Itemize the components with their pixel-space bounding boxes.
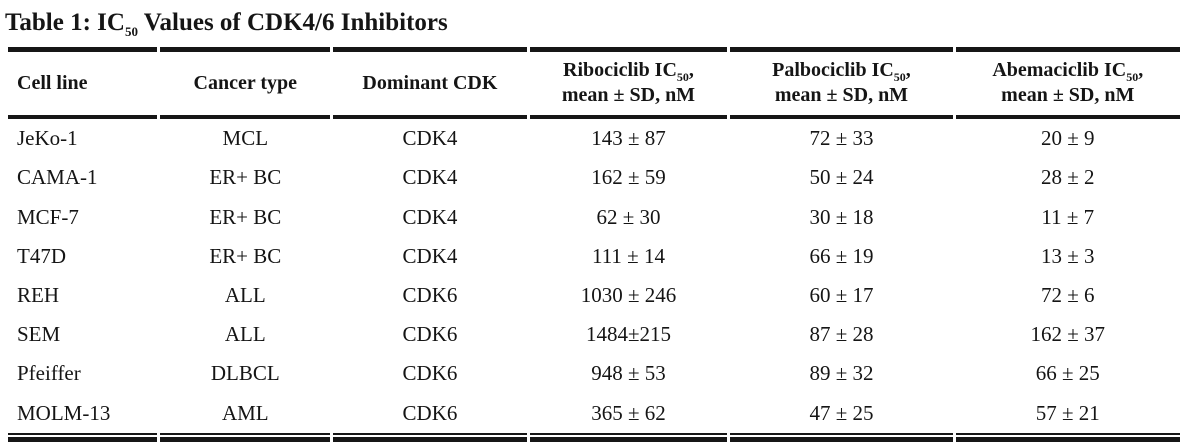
dominant-cdk-value: CDK6 [402,322,458,347]
abemaciclib-ic50-value: 28 ± 2 [1041,165,1095,190]
header-row: Cell line Cancer type Dominant CDK Riboc… [8,47,1180,120]
header-line1: Abemaciclib IC50, [958,58,1178,83]
palbociclib-ic50-value: 60 ± 17 [809,283,874,307]
column-header-ribociclib-ic50: Ribociclib IC50, mean ± SD, nM [529,47,728,120]
abemaciclib-ic50-value: 72 ± 6 [1041,283,1095,307]
table-title-prefix: Table 1: IC [5,9,125,36]
table-row-pfeiffer: Pfeiffer DLBCL CDK6 948 ± 53 89 ± 32 66 … [8,354,1180,393]
cell-line-value: MCF-7 [17,204,79,229]
cancer-type-value: ER+ BC [209,243,282,268]
cell-line-value: JeKo-1 [17,126,78,151]
column-header-dominant-cdk: Dominant CDK [333,47,527,120]
bottom-rule-segment [955,432,1180,442]
column-header-cancer-type: Cancer type [160,47,331,120]
column-header-palbociclib-ic50: Palbociclib IC50, mean ± SD, nM [730,47,953,120]
ic50-values-table: Cell line Cancer type Dominant CDK Riboc… [5,47,1183,442]
abemaciclib-ic50-value: 162 ± 37 [1030,322,1106,347]
drug-name: Palbociclib IC [772,59,894,82]
table-row-cama-1: CAMA-1 ER+ BC CDK4 162 ± 59 50 ± 24 28 ±… [8,158,1180,197]
ribociclib-ic50-value: 1030 ± 246 [580,283,677,307]
palbociclib-ic50-value: 87 ± 28 [809,322,874,347]
dominant-cdk-value: CDK4 [402,165,458,190]
table-header: Cell line Cancer type Dominant CDK Riboc… [8,47,1180,120]
cancer-type-value: DLBCL [210,361,280,386]
palbociclib-ic50-value: 66 ± 19 [809,243,874,268]
palbociclib-ic50-value: 89 ± 32 [809,361,874,386]
ribociclib-ic50-value: 948 ± 53 [591,361,666,386]
ribociclib-ic50-value: 365 ± 62 [591,400,666,425]
cancer-type-value: ER+ BC [209,204,282,229]
table-row-sem: SEM ALL CDK6 1484±215 87 ± 28 162 ± 37 [8,315,1180,354]
abemaciclib-ic50-value: 20 ± 9 [1041,126,1095,151]
ribociclib-ic50-value: 1484±215 [585,322,671,347]
bottom-rule-segment [333,432,527,442]
header-line2: mean ± SD, nM [1001,84,1135,107]
drug-name: Ribociclib IC [563,59,677,82]
table-row-molm-13: MOLM-13 AML CDK6 365 ± 62 47 ± 25 57 ± 2… [8,394,1180,433]
dominant-cdk-value: CDK4 [402,126,458,151]
cell-line-value: CAMA-1 [17,165,98,190]
ic50-subscript: 50 [676,70,689,85]
cancer-type-value: ALL [224,283,266,307]
title-ic50-subscript: 50 [124,24,138,39]
table-row-mcf-7: MCF-7 ER+ BC CDK4 62 ± 30 30 ± 18 11 ± 7 [8,198,1180,237]
cancer-type-value: MCL [222,126,269,151]
bottom-rule-segment [730,432,953,442]
table-row-jeko-1: JeKo-1 MCL CDK4 143 ± 87 72 ± 33 20 ± 9 [8,119,1180,158]
bottom-rule-segment [8,432,158,442]
cell-line-value: REH [17,283,59,307]
dominant-cdk-value: CDK4 [402,204,458,229]
cell-line-value: SEM [17,322,61,347]
palbociclib-ic50-value: 72 ± 33 [809,126,874,151]
cell-line-value: Pfeiffer [17,361,81,386]
cancer-type-value: ALL [224,322,266,347]
cell-line-value: T47D [17,243,66,268]
table-body: JeKo-1 MCL CDK4 143 ± 87 72 ± 33 20 ± 9 … [8,119,1180,442]
palbociclib-ic50-value: 50 ± 24 [809,165,874,190]
ic50-subscript: 50 [1126,70,1139,85]
cancer-type-value: ER+ BC [209,165,282,190]
dominant-cdk-value: CDK4 [402,243,458,268]
header-comma: , [1138,59,1144,82]
ribociclib-ic50-value: 111 ± 14 [591,243,665,268]
bottom-rule-segment [160,432,331,442]
abemaciclib-ic50-value: 11 ± 7 [1041,204,1095,229]
column-header-cell-line: Cell line [8,47,158,120]
table-title: Table 1: IC50 Values of CDK4/6 Inhibitor… [5,7,1183,38]
abemaciclib-ic50-value: 66 ± 25 [1035,361,1100,386]
palbociclib-ic50-value: 47 ± 25 [809,400,874,425]
abemaciclib-ic50-value: 57 ± 21 [1035,400,1100,425]
cancer-type-value: AML [221,400,269,425]
header-line1: Palbociclib IC50, [732,58,950,83]
ribociclib-ic50-value: 162 ± 59 [591,165,666,190]
header-comma: , [905,59,911,82]
header-line2: mean ± SD, nM [561,84,696,107]
dominant-cdk-value: CDK6 [402,361,458,386]
drug-name: Abemaciclib IC [992,59,1127,82]
table-title-suffix: Values of CDK4/6 Inhibitors [137,9,448,36]
header-line2: mean ± SD, nM [774,84,909,107]
cell-line-value: MOLM-13 [17,400,111,425]
dominant-cdk-value: CDK6 [402,400,458,425]
ic50-subscript: 50 [893,70,906,85]
table-row-t47d: T47D ER+ BC CDK4 111 ± 14 66 ± 19 13 ± 3 [8,237,1180,276]
abemaciclib-ic50-value: 13 ± 3 [1041,243,1095,268]
palbociclib-ic50-value: 30 ± 18 [809,204,874,229]
dominant-cdk-value: CDK6 [402,283,458,307]
header-comma: , [688,59,694,82]
table-row-reh: REH ALL CDK6 1030 ± 246 60 ± 17 72 ± 6 [8,276,1180,315]
bottom-rule-segment [529,432,728,442]
header-line1: Ribociclib IC50, [532,58,726,83]
ribociclib-ic50-value: 62 ± 30 [596,204,661,229]
column-header-abemaciclib-ic50: Abemaciclib IC50, mean ± SD, nM [955,47,1180,120]
ribociclib-ic50-value: 143 ± 87 [591,126,666,151]
table-bottom-rule [8,432,1180,442]
